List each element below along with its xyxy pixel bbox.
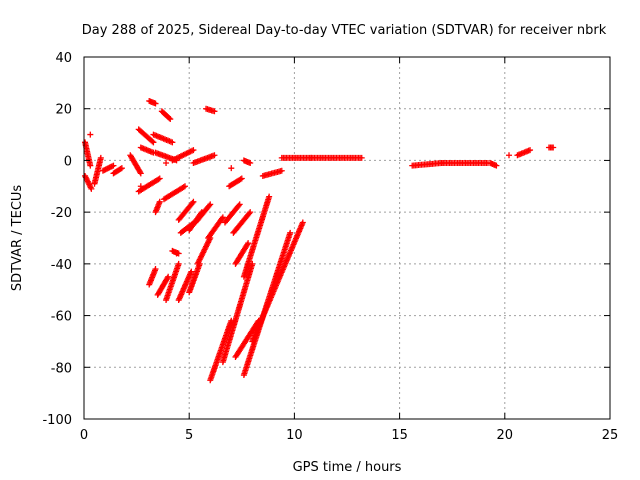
data-point (156, 198, 163, 205)
data-point (247, 160, 254, 167)
data-point (166, 115, 173, 122)
data-point (169, 139, 176, 146)
data-point (493, 162, 500, 169)
data-point (190, 198, 197, 205)
data-point (117, 165, 124, 172)
axis-ticks: 0 5 10 15 20 25 -100 -80 -60 -40 -20 0 20 40 (42, 51, 618, 443)
data-point (87, 131, 94, 138)
data-point (228, 165, 235, 172)
y-tick-label: -20 (51, 206, 72, 221)
plot-border (83, 56, 611, 420)
data-point (110, 162, 117, 169)
data-point (550, 144, 557, 151)
data-point (181, 183, 188, 190)
data-point (206, 202, 213, 209)
data-point (299, 219, 306, 226)
data-point (137, 183, 144, 190)
x-tick-label: 0 (80, 428, 88, 443)
y-axis-label: SDTVAR / TECUs (10, 185, 25, 292)
data-point (164, 275, 171, 282)
data-point (163, 160, 170, 167)
y-tick-label: -60 (51, 310, 72, 325)
data-point (266, 193, 273, 200)
y-tick-label: 20 (55, 103, 72, 118)
chart-title: Day 288 of 2025, Sidereal Day-to-day VTE… (82, 23, 607, 38)
data-point (287, 229, 294, 236)
data-point (88, 185, 95, 192)
data-points (82, 97, 557, 384)
y-tick-label: -40 (51, 258, 72, 273)
data-point (152, 266, 159, 273)
data-point (211, 108, 218, 115)
data-point (506, 152, 513, 159)
data-point (219, 214, 226, 221)
data-point (236, 201, 243, 208)
data-point (237, 176, 244, 183)
x-tick-label: 10 (286, 428, 303, 443)
data-point (175, 260, 182, 267)
data-point (189, 200, 196, 207)
y-tick-label: -80 (51, 361, 72, 376)
y-tick-label: -100 (42, 413, 72, 428)
data-point (155, 176, 162, 183)
data-point (87, 162, 94, 169)
data-point (137, 170, 144, 177)
x-axis-label: GPS time / hours (293, 460, 402, 475)
data-point (137, 169, 144, 176)
y-tick-label: 40 (55, 51, 72, 66)
x-tick-label: 15 (391, 428, 408, 443)
data-point (235, 202, 242, 209)
grid (84, 57, 610, 419)
data-point (244, 241, 251, 248)
data-point (245, 240, 252, 247)
data-point (150, 139, 157, 146)
data-point (218, 215, 225, 222)
x-tick-label: 20 (497, 428, 514, 443)
y-tick-label: 0 (64, 154, 72, 169)
data-point (207, 201, 214, 208)
data-point (149, 138, 156, 145)
data-point (152, 100, 159, 107)
data-point (278, 167, 285, 174)
data-point (118, 165, 125, 172)
data-point (211, 152, 218, 159)
data-point (246, 210, 253, 217)
data-point (165, 273, 172, 280)
data-point (249, 260, 256, 267)
data-point (358, 154, 365, 161)
data-point (188, 268, 195, 275)
data-point (238, 175, 245, 182)
data-point (190, 147, 197, 154)
data-point (180, 184, 187, 191)
data-point (97, 154, 104, 161)
x-tick-label: 5 (185, 428, 193, 443)
x-tick-label: 25 (602, 428, 619, 443)
data-point (167, 116, 174, 123)
data-point (247, 209, 254, 216)
data-point (527, 147, 534, 154)
data-point (173, 250, 180, 257)
data-point (156, 175, 163, 182)
